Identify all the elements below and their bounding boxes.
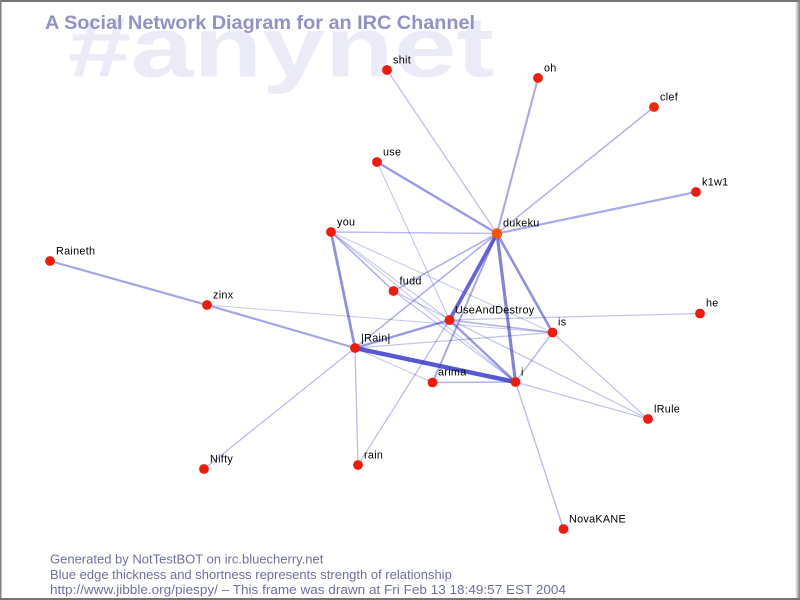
svg-text:Blue edge thickness and shortn: Blue edge thickness and shortness repres… [50, 567, 452, 582]
svg-text:lRule: lRule [654, 404, 680, 416]
svg-text:Nifty: Nifty [210, 454, 233, 466]
svg-text:|Rain|: |Rain| [361, 333, 391, 345]
svg-text:k1w1: k1w1 [702, 177, 728, 189]
svg-text:#anynet: #anynet [68, 1, 494, 96]
svg-text:fudd: fudd [400, 276, 422, 288]
svg-text:rain: rain [364, 450, 383, 462]
svg-text:arima: arima [438, 367, 467, 379]
svg-text:UseAndDestroy: UseAndDestroy [455, 305, 535, 317]
svg-text:i: i [521, 367, 524, 379]
svg-text:http://www.jibble.org/piespy/: http://www.jibble.org/piespy/ – This fra… [50, 582, 566, 597]
svg-text:dukeku: dukeku [503, 218, 540, 230]
svg-text:oh: oh [544, 63, 557, 75]
svg-text:he: he [706, 298, 719, 310]
svg-text:Generated by NotTestBOT on irc: Generated by NotTestBOT on irc.bluecherr… [50, 552, 324, 567]
svg-text:zinx: zinx [213, 290, 234, 302]
svg-text:Raineth: Raineth [56, 246, 95, 258]
svg-text:is: is [558, 317, 567, 329]
svg-text:A Social Network Diagram for a: A Social Network Diagram for an IRC Chan… [45, 12, 475, 34]
svg-text:use: use [383, 147, 401, 159]
svg-text:clef: clef [660, 92, 679, 104]
svg-text:you: you [337, 217, 355, 229]
svg-text:NovaKANE: NovaKANE [569, 514, 626, 526]
svg-text:shit: shit [393, 55, 411, 67]
